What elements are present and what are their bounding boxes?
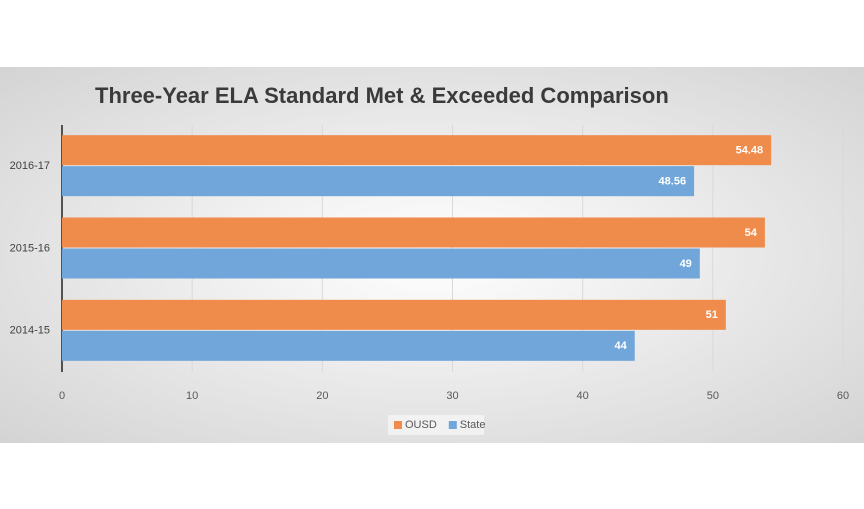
legend-box xyxy=(388,415,484,435)
legend-swatch xyxy=(394,421,402,429)
x-tick-label: 40 xyxy=(577,390,589,402)
bar xyxy=(62,330,635,361)
bar xyxy=(62,217,765,248)
chart-title: Three-Year ELA Standard Met & Exceeded C… xyxy=(95,83,669,108)
data-label: 54.48 xyxy=(736,145,764,157)
x-tick-label: 20 xyxy=(316,390,328,402)
legend-label: State xyxy=(460,419,486,431)
x-tick-label: 50 xyxy=(707,390,719,402)
x-tick-label: 30 xyxy=(446,390,458,402)
y-tick-label: 2014-15 xyxy=(10,325,50,337)
y-tick-label: 2015-16 xyxy=(10,242,50,254)
x-tick-label: 10 xyxy=(186,390,198,402)
x-tick-label: 60 xyxy=(837,390,849,402)
legend-swatch xyxy=(448,421,457,429)
x-tick-label: 0 xyxy=(59,390,65,402)
bar xyxy=(62,166,695,197)
data-label: 51 xyxy=(706,309,718,321)
data-label: 44 xyxy=(614,340,627,352)
data-label: 48.56 xyxy=(659,176,687,188)
legend-label: OUSD xyxy=(405,419,437,431)
data-label: 54 xyxy=(745,227,758,239)
bar xyxy=(62,299,726,330)
y-tick-label: 2016-17 xyxy=(10,160,50,172)
data-label: 49 xyxy=(680,258,692,270)
bar xyxy=(62,135,772,166)
bar xyxy=(62,248,700,279)
